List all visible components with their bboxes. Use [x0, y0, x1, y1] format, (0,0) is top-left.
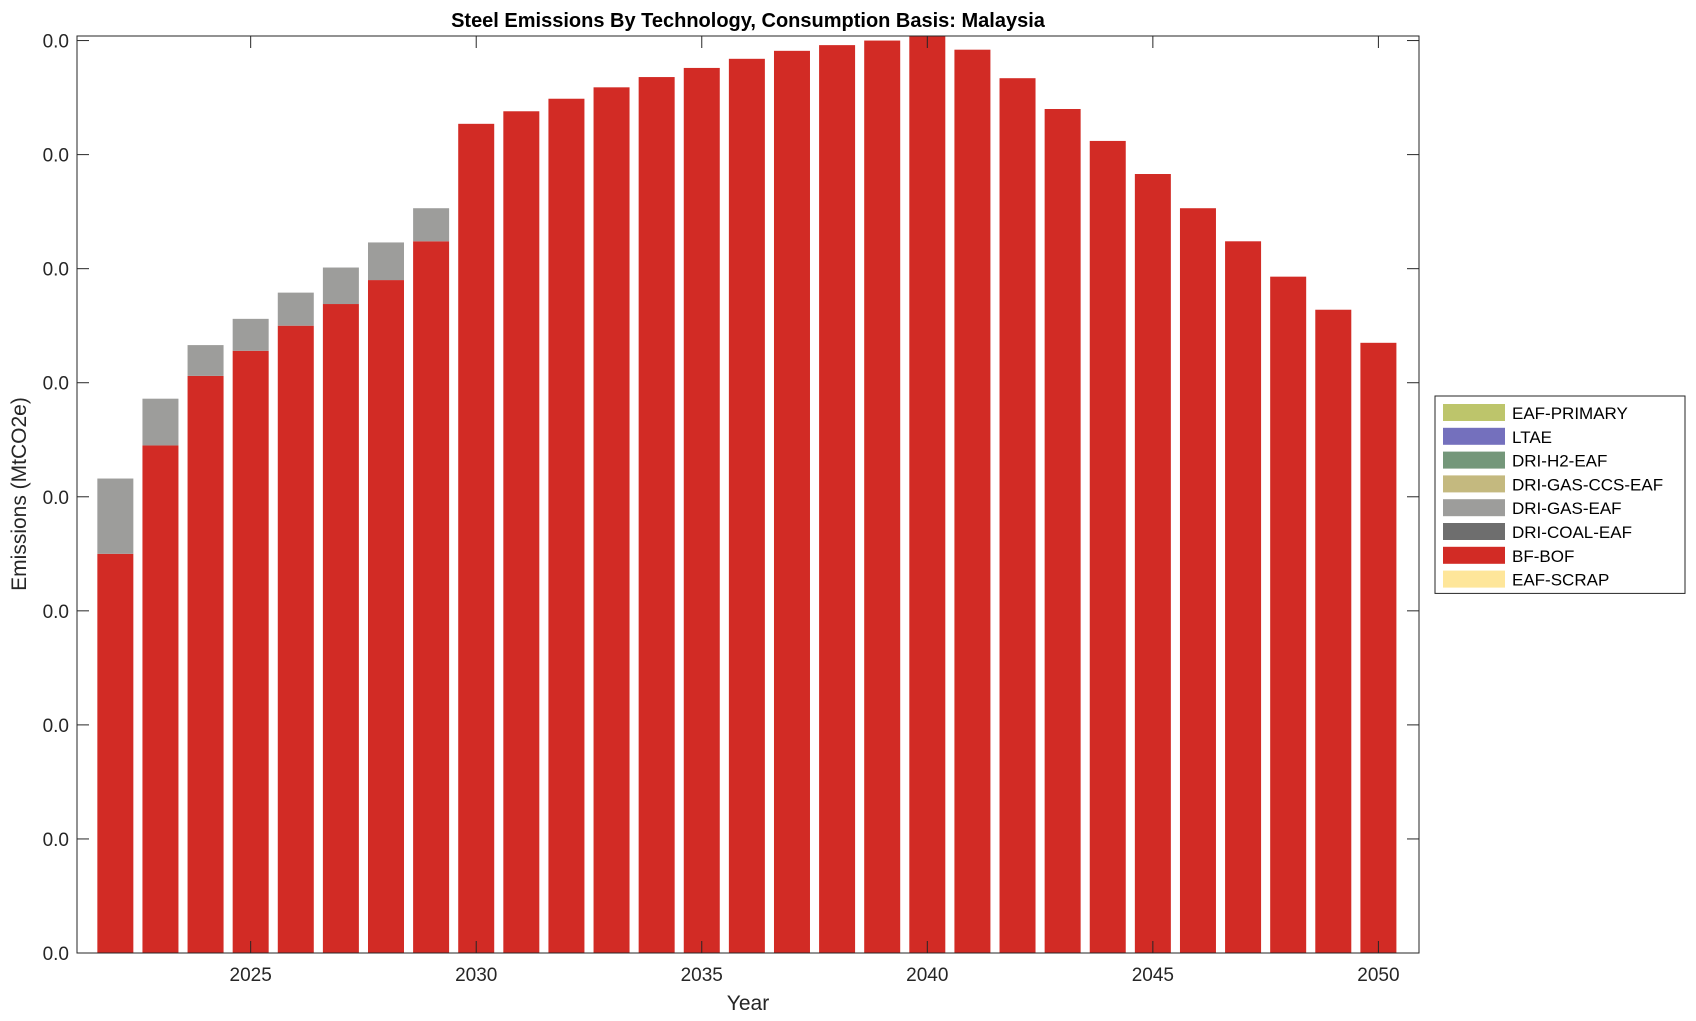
y-tick-label: 0.0: [43, 260, 69, 281]
y-tick-label: 0.0: [43, 32, 69, 53]
x-tick-label: 2045: [1132, 965, 1174, 986]
legend-swatch-eaf-scrap: [1443, 570, 1505, 588]
bar-bf-bof-2023: [142, 445, 179, 953]
bar-bf-bof-2033: [593, 87, 630, 953]
bar-bf-bof-2047: [1225, 241, 1262, 953]
bar-bf-bof-2029: [413, 241, 450, 953]
bar-bf-bof-2044: [1089, 140, 1126, 953]
legend-label-ltae: LTAE: [1512, 428, 1552, 447]
bar-bf-bof-2043: [1044, 108, 1081, 954]
bar-bf-bof-2037: [773, 50, 810, 954]
legend-label-eaf-scrap: EAF-SCRAP: [1512, 571, 1609, 590]
bar-dri-gas-eaf-2023: [142, 398, 179, 446]
bar-bf-bof-2050: [1360, 342, 1397, 953]
bar-dri-gas-eaf-2024: [187, 345, 224, 376]
legend-label-dri-coal-eaf: DRI-COAL-EAF: [1512, 523, 1632, 542]
bar-bf-bof-2030: [458, 123, 495, 953]
bar-bf-bof-2035: [683, 67, 720, 954]
y-tick-label: 0.0: [43, 374, 69, 395]
bar-bf-bof-2025: [232, 350, 269, 954]
legend-label-eaf-primary: EAF-PRIMARY: [1512, 404, 1628, 423]
legend-swatch-dri-gas-eaf: [1443, 499, 1505, 517]
y-tick-label: 0.0: [43, 488, 69, 509]
legend-label-dri-gas-eaf: DRI-GAS-EAF: [1512, 499, 1622, 518]
axes: 0.0 0.0 0.0 0.0 0.0 0.0 0.0 0.0 0.0 2025 2030 2035 2…: [43, 32, 1420, 986]
legend-swatch-bf-bof: [1443, 546, 1505, 564]
legend-swatch-dri-gas-ccs-eaf: [1443, 475, 1505, 493]
bar-bf-bof-2039: [864, 40, 901, 953]
x-tick-label: 2025: [230, 965, 272, 986]
bar-dri-gas-eaf-2025: [232, 318, 269, 351]
bar-bf-bof-2032: [548, 98, 585, 953]
bar-bf-bof-2041: [954, 49, 991, 953]
plot-frame: [76, 35, 1420, 954]
legend-swatch-dri-h2-eaf: [1443, 451, 1505, 469]
bar-bf-bof-2027: [322, 304, 359, 954]
bar-bf-bof-2046: [1179, 208, 1216, 953]
bar-dri-gas-eaf-2026: [277, 292, 314, 326]
bars-layer: [97, 36, 1397, 954]
bar-bf-bof-2034: [638, 77, 675, 954]
bar-bf-bof-2042: [999, 78, 1036, 953]
bar-dri-gas-eaf-2028: [367, 242, 404, 281]
bar-bf-bof-2024: [187, 375, 224, 954]
bar-bf-bof-2036: [728, 58, 765, 954]
bar-bf-bof-2028: [367, 280, 404, 953]
bar-bf-bof-2049: [1315, 309, 1352, 954]
y-tick-label: 0.0: [43, 716, 69, 737]
legend-label-bf-bof: BF-BOF: [1512, 547, 1574, 566]
bar-bf-bof-2040: [909, 36, 946, 953]
bar-bf-bof-2048: [1270, 276, 1307, 953]
y-tick-label: 0.0: [43, 944, 69, 965]
bar-bf-bof-2038: [819, 45, 856, 953]
bar-bf-bof-2045: [1134, 174, 1171, 953]
bar-bf-bof-2022: [97, 553, 134, 953]
legend-label-dri-gas-ccs-eaf: DRI-GAS-CCS-EAF: [1512, 475, 1663, 494]
x-tick-label: 2050: [1357, 965, 1399, 986]
y-tick-label: 0.0: [43, 146, 69, 167]
legend-swatch-eaf-primary: [1443, 404, 1505, 421]
chart-title: Steel Emissions By Technology, Consumpti…: [451, 10, 1046, 32]
legend-swatch-dri-coal-eaf: [1443, 523, 1505, 540]
legend-label-dri-h2-eaf: DRI-H2-EAF: [1512, 452, 1607, 471]
bar-dri-gas-eaf-2029: [413, 208, 450, 242]
bar-bf-bof-2026: [277, 325, 314, 954]
y-axis-label: Emissions (MtCO2e): [8, 397, 31, 591]
x-tick-label: 2030: [455, 965, 497, 986]
y-tick-label: 0.0: [43, 830, 69, 851]
x-axis-label: Year: [727, 992, 769, 1015]
legend-swatch-ltae: [1443, 427, 1505, 445]
bar-bf-bof-2031: [503, 111, 540, 953]
legend: EAF-PRIMARY LTAE DRI-H2-EAF DRI-GAS-CCS-EAF…: [1434, 395, 1686, 594]
x-tick-label: 2040: [906, 965, 948, 986]
bar-dri-gas-eaf-2027: [322, 267, 359, 305]
bar-dri-gas-eaf-2022: [97, 478, 134, 554]
x-tick-label: 2035: [681, 965, 723, 986]
y-tick-label: 0.0: [43, 602, 69, 623]
